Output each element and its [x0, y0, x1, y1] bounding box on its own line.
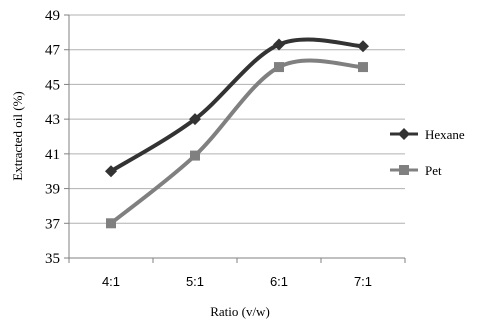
- y-tick-label: 47: [45, 43, 61, 59]
- x-tick-labels: 4:1 5:1 6:1 7:1: [102, 274, 372, 289]
- data-point-hexane: [105, 165, 117, 178]
- data-point-hexane: [189, 113, 201, 126]
- data-point-pet: [106, 218, 116, 229]
- data-point-hexane: [357, 40, 369, 53]
- axes: [64, 14, 406, 263]
- x-axis-title: Ratio (v/w): [210, 304, 270, 319]
- x-tick-label: 7:1: [354, 274, 372, 289]
- y-tick-label: 35: [45, 251, 60, 267]
- series-hexane: [105, 37, 369, 178]
- data-point-pet: [274, 62, 284, 73]
- legend-marker-pet: [399, 165, 409, 175]
- x-tick-label: 5:1: [186, 274, 204, 289]
- y-tick-label: 45: [45, 77, 60, 93]
- y-tick-label: 39: [45, 182, 60, 198]
- data-point-hexane: [273, 38, 285, 51]
- data-series: [105, 37, 369, 229]
- y-tick-label: 37: [45, 216, 61, 232]
- series-line-pet: [109, 58, 365, 226]
- legend-label-pet: Pet: [425, 163, 442, 178]
- legend: Hexane Pet: [390, 127, 465, 178]
- y-tick-label: 49: [45, 8, 60, 24]
- series-line-hexane: [109, 37, 365, 174]
- y-axis-title: Extracted oil (%): [10, 91, 25, 181]
- y-tick-label: 41: [45, 147, 60, 163]
- y-tick-label: 43: [45, 112, 60, 128]
- legend-marker-hexane: [398, 128, 410, 140]
- x-tick-label: 6:1: [270, 274, 288, 289]
- data-point-pet: [190, 150, 200, 161]
- legend-label-hexane: Hexane: [425, 127, 465, 142]
- data-point-pet: [358, 62, 368, 73]
- gridlines: [69, 14, 405, 224]
- x-tick-label: 4:1: [102, 274, 120, 289]
- y-tick-labels: 35 37 39 41 43 45 47 49: [45, 8, 61, 267]
- series-pet: [106, 58, 368, 229]
